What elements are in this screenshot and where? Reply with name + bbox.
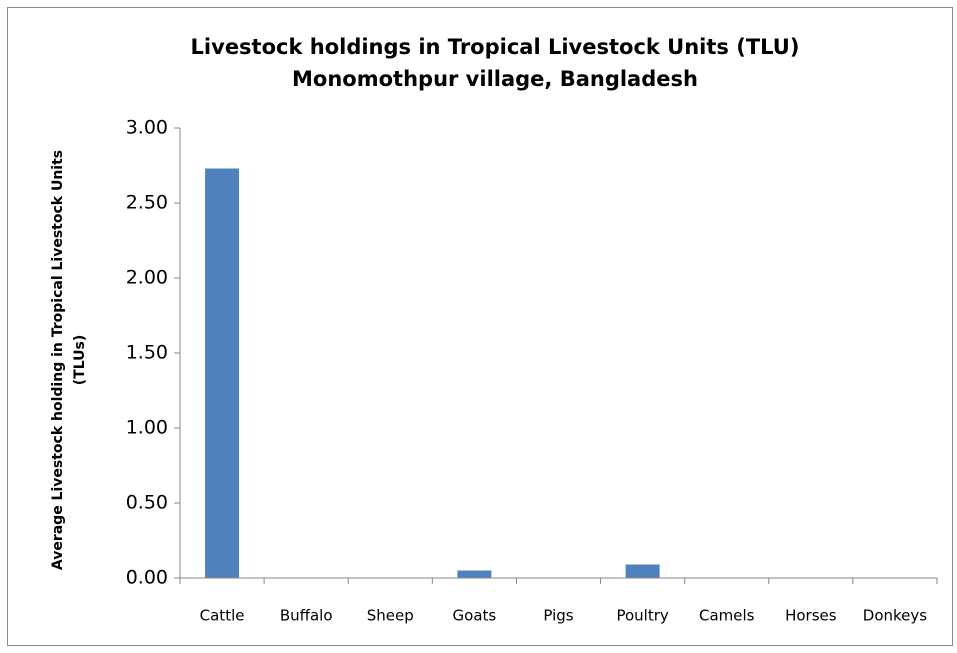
y-tick-label: 0.50: [126, 492, 168, 514]
x-tick-label: Cattle: [200, 607, 245, 625]
y-tick-label: 0.00: [126, 567, 168, 589]
y-tick-label: 2.50: [126, 192, 168, 214]
y-axis-label-line: (TLUs): [72, 335, 88, 385]
y-tick-label: 3.00: [126, 117, 168, 139]
chart-frame: [7, 7, 953, 646]
y-axis-label-line: Average Livestock holding in Tropical Li…: [50, 150, 66, 570]
bar: [205, 168, 240, 578]
x-tick-label: Camels: [699, 607, 755, 625]
y-tick-label: 1.50: [126, 342, 168, 364]
bar: [457, 570, 492, 578]
y-tick-label: 2.00: [126, 267, 168, 289]
x-tick-label: Buffalo: [280, 607, 333, 625]
x-tick-label: Poultry: [616, 607, 668, 625]
chart-title: Livestock holdings in Tropical Livestock…: [191, 35, 800, 59]
bar: [625, 564, 660, 578]
y-tick-label: 1.00: [126, 417, 168, 439]
y-axis-label: Average Livestock holding in Tropical Li…: [50, 150, 88, 570]
x-tick-label: Sheep: [367, 607, 414, 625]
chart-subtitle: Monomothpur village, Bangladesh: [292, 67, 698, 91]
x-tick-label: Donkeys: [863, 607, 927, 625]
x-tick-label: Horses: [785, 607, 837, 625]
x-tick-label: Goats: [453, 607, 497, 625]
x-tick-label: Pigs: [543, 607, 573, 625]
